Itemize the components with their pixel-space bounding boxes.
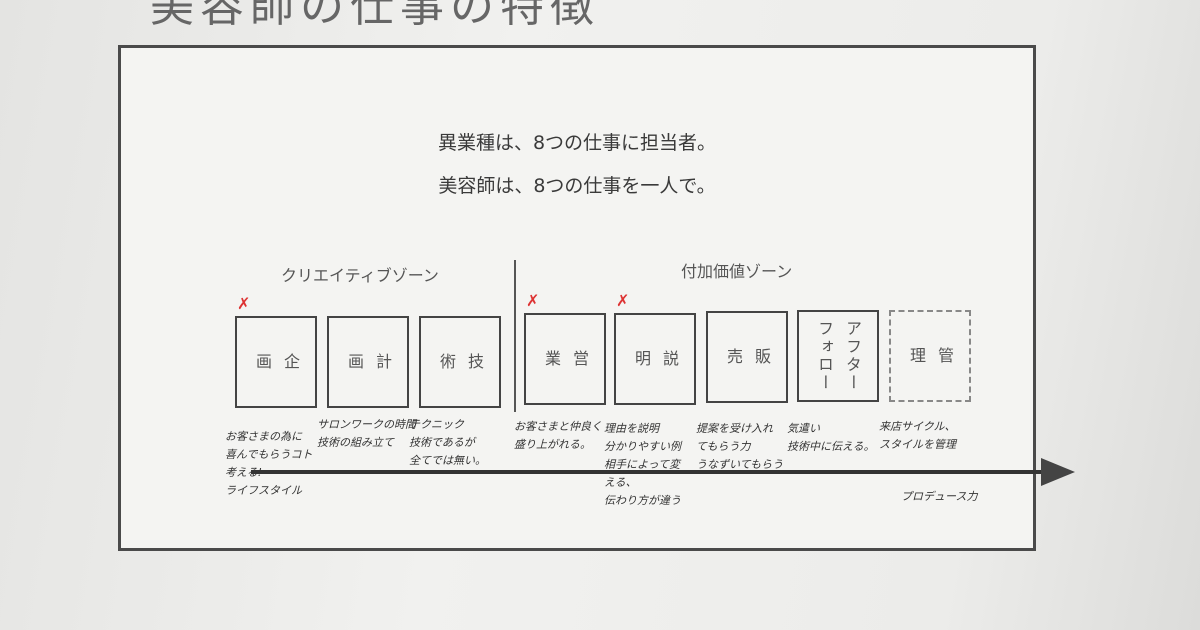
job-box: 営業: [524, 313, 606, 405]
note-line: スタイルを管理: [879, 438, 956, 451]
note-line: うなずいてもらう: [696, 458, 784, 471]
note-line: 分かりやすい例: [604, 440, 681, 453]
handwritten-note: 気遣い技術中に伝える。: [787, 420, 875, 456]
job-label: 販: [752, 348, 771, 366]
handwritten-note: サロンワークの時間 技術の組み立て: [317, 416, 416, 452]
slide-title: 美容師の仕事の特徴: [150, 0, 600, 32]
red-x-mark-icon: ✗: [237, 294, 251, 313]
job-box: 説明: [614, 313, 696, 405]
note-line: 提案を受け入れ: [696, 422, 773, 435]
note-line: サロンワークの時間: [317, 418, 416, 431]
note-line: 気遣い: [787, 422, 820, 435]
job-label: 企: [281, 353, 300, 371]
note-line: 伝わり方が違う: [604, 494, 681, 507]
job-label: 明: [632, 350, 651, 368]
note-line: 技術の組み立て: [317, 436, 394, 449]
note-line: てもらう力: [696, 440, 751, 453]
note-line: 考える!: [225, 466, 263, 479]
job-label: 売: [724, 348, 743, 366]
handwritten-note: 来店サイクル、 スタイルを管理: [879, 418, 956, 454]
arrow-line: [251, 470, 1051, 474]
job-label: 理: [907, 347, 926, 365]
note-line: 技術であるが: [409, 436, 475, 449]
note-line: 全てでは無い。: [409, 454, 486, 467]
job-label: 術: [437, 353, 456, 371]
red-x-mark-icon: ✗: [616, 291, 630, 310]
arrow-head: [1041, 458, 1075, 486]
job-label: 技: [465, 353, 484, 371]
note-line: ライフスタイル: [225, 484, 302, 497]
heading-2: 美容師は、8つの仕事を一人で。: [438, 175, 716, 197]
job-label: アフター: [843, 320, 862, 392]
job-box: 販売: [706, 311, 788, 403]
job-box: 企画: [235, 316, 317, 408]
zone-creative: クリエイティブゾーン: [281, 266, 439, 285]
note-line: 喜んでもらうコト: [225, 448, 313, 461]
note-line: える、: [604, 476, 637, 489]
slide-frame: 異業種は、8つの仕事に担当者。 美容師は、8つの仕事を一人で。 クリエイティブゾ…: [118, 45, 1075, 551]
job-box: 技術: [419, 316, 501, 408]
zone-divider: [514, 260, 516, 412]
job-label: 業: [542, 350, 561, 368]
job-box: アフター フォロー: [797, 310, 879, 402]
job-label: 説: [660, 350, 679, 368]
handwritten-note: お客さまの為に 喜んでもらうコト 考える! ライフスタイル: [225, 428, 312, 500]
note-line: 来店サイクル、: [879, 420, 956, 433]
job-box: 管理: [889, 310, 971, 402]
note-line: テクニック: [409, 418, 464, 431]
job-label: 営: [570, 350, 589, 368]
job-label: 画: [253, 353, 272, 371]
arrow-label: プロデュース力: [901, 490, 978, 503]
heading-1: 異業種は、8つの仕事に担当者。: [437, 132, 717, 154]
note-line: お客さまの為に: [225, 430, 302, 443]
note-line: 盛り上がれる。: [514, 438, 591, 451]
job-label: 計: [373, 353, 392, 371]
note-line: お客さまと仲良く: [514, 420, 602, 433]
job-label: 画: [345, 353, 364, 371]
handwritten-note: テクニック技術であるが 全てでは無い。: [409, 416, 486, 470]
note-line: 相手によって変: [604, 458, 681, 471]
handwritten-note: お客さまと仲良く 盛り上がれる。: [514, 418, 602, 454]
handwritten-note: 提案を受け入れ てもらう力うなずいてもらう: [696, 420, 783, 474]
zone-value-added: 付加価値ゾーン: [681, 262, 793, 281]
job-box: 計画: [327, 316, 409, 408]
note-line: 技術中に伝える。: [787, 440, 875, 453]
handwritten-note: 理由を説明分かりやすい例 相手によって変 える、伝わり方が違う: [604, 420, 681, 510]
note-line: 理由を説明: [604, 422, 659, 435]
job-label: 管: [935, 347, 954, 365]
job-label: フォロー: [815, 320, 834, 392]
red-x-mark-icon: ✗: [526, 291, 540, 310]
